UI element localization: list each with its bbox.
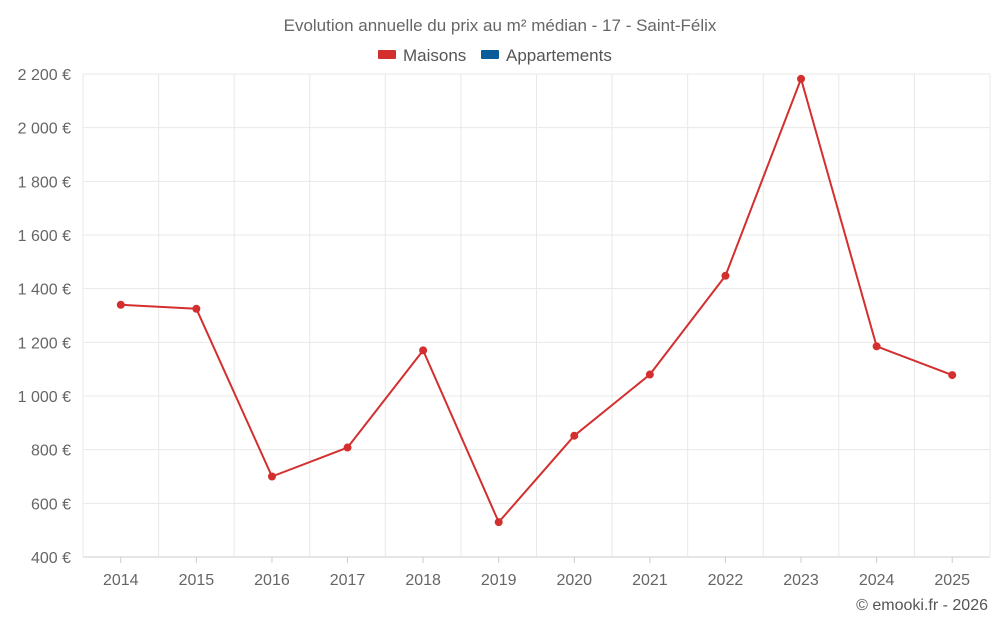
legend-label-maisons: Maisons: [403, 46, 466, 65]
legend-swatch-maisons: [378, 50, 396, 59]
legend-swatch-appartements: [481, 50, 499, 59]
chart-legend: Maisons Appartements: [378, 46, 612, 65]
y-tick-label: 1 800 €: [18, 174, 71, 191]
legend-label-appartements: Appartements: [506, 46, 612, 65]
x-tick-label: 2018: [405, 572, 441, 589]
y-tick-label: 2 200 €: [18, 67, 71, 84]
y-tick-label: 800 €: [31, 443, 71, 460]
legend-item-maisons[interactable]: Maisons: [378, 46, 466, 65]
x-tick-label: 2020: [556, 572, 592, 589]
data-point[interactable]: [192, 304, 201, 313]
data-point[interactable]: [948, 371, 957, 380]
data-point[interactable]: [645, 370, 654, 379]
chart-title: Evolution annuelle du prix au m² médian …: [284, 16, 717, 35]
data-point[interactable]: [116, 300, 125, 309]
x-tick-label: 2022: [708, 572, 744, 589]
y-tick-label: 1 400 €: [18, 282, 71, 299]
data-point[interactable]: [797, 74, 806, 83]
grid-lines: [82, 73, 991, 558]
y-tick-label: 400 €: [31, 550, 71, 567]
data-point[interactable]: [494, 518, 503, 527]
data-point[interactable]: [570, 431, 579, 440]
data-point[interactable]: [872, 342, 881, 351]
series-maisons: [116, 74, 957, 527]
copyright-credit: © emooki.fr - 2026: [856, 597, 988, 614]
y-axis-ticks: 400 € 600 € 800 € 1 000 € 1 200 € 1 400 € 1 60…: [18, 67, 71, 567]
data-point[interactable]: [721, 271, 730, 280]
data-point[interactable]: [343, 443, 352, 452]
y-tick-label: 1 600 €: [18, 228, 71, 245]
x-tick-label: 2016: [254, 572, 290, 589]
x-tick-label: 2019: [481, 572, 517, 589]
x-tick-label: 2023: [783, 572, 819, 589]
y-tick-label: 2 000 €: [18, 121, 71, 138]
x-tick-label: 2021: [632, 572, 668, 589]
x-axis-ticks: 2014 2015 2016 2017 2018 2019 2020 2021 2022 2023…: [103, 557, 970, 589]
x-tick-label: 2015: [179, 572, 215, 589]
x-tick-label: 2014: [103, 572, 139, 589]
x-tick-label: 2025: [934, 572, 970, 589]
data-point[interactable]: [419, 346, 428, 355]
y-tick-label: 600 €: [31, 496, 71, 513]
legend-item-appartements[interactable]: Appartements: [481, 46, 612, 65]
x-tick-label: 2017: [330, 572, 366, 589]
series-line: [120, 77, 953, 524]
x-tick-label: 2024: [859, 572, 895, 589]
data-point[interactable]: [267, 472, 276, 481]
y-tick-label: 1 200 €: [18, 335, 71, 352]
y-tick-label: 1 000 €: [18, 389, 71, 406]
